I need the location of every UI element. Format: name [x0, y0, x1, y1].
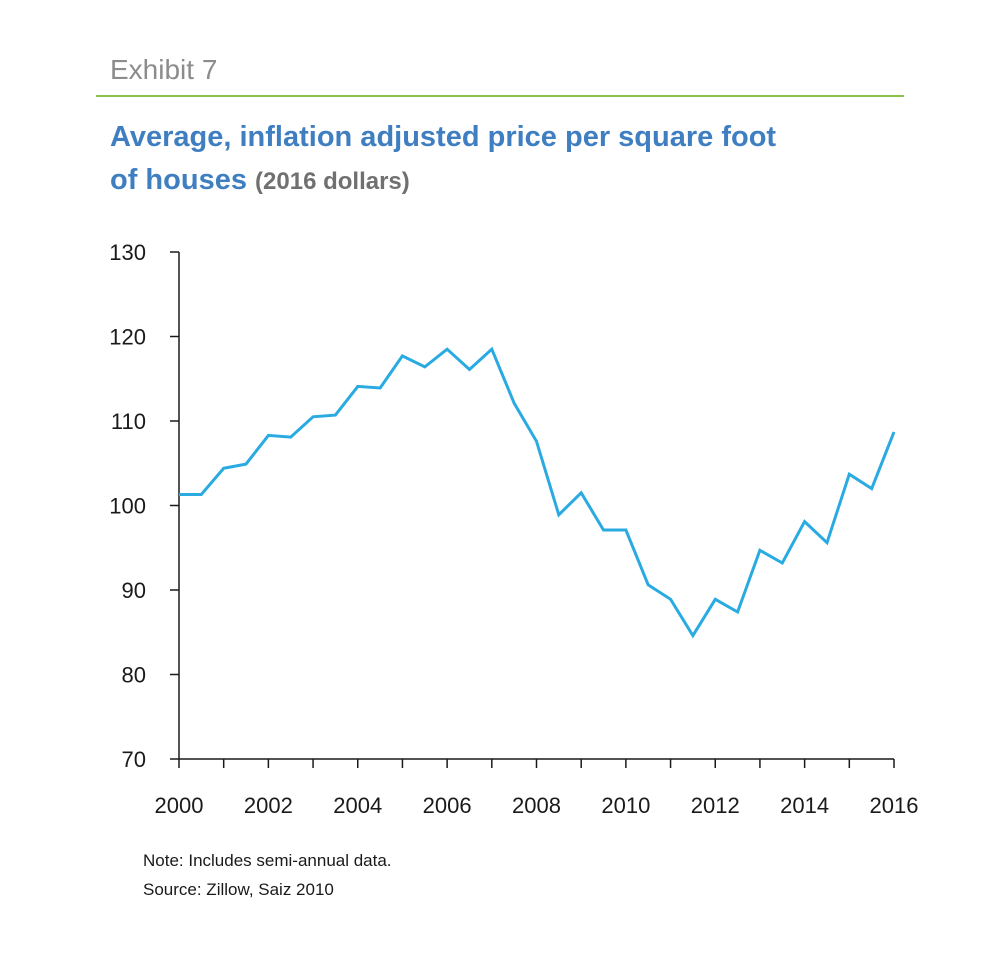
x-tick-label: 2006	[423, 793, 472, 818]
x-tick-label: 2010	[601, 793, 650, 818]
x-tick-label: 2012	[691, 793, 740, 818]
x-tick-label: 2016	[870, 793, 919, 818]
chart-title: Average, inflation adjusted price per sq…	[110, 116, 910, 203]
x-axis: 2000 2002 2004 2006 2008 2010 2012 2014 2016	[155, 758, 919, 818]
x-tick-label: 2000	[155, 793, 204, 818]
x-tick-label: 2014	[780, 793, 829, 818]
exhibit-label: Exhibit 7	[110, 54, 218, 85]
price-series-line	[179, 346, 896, 639]
x-tick-label: 2002	[244, 793, 293, 818]
x-tick-label: 2004	[333, 793, 382, 818]
title-unit: (2016 dollars)	[255, 168, 410, 195]
header-divider	[96, 95, 904, 97]
y-tick-label: 70	[122, 747, 146, 772]
y-tick-label: 110	[111, 409, 146, 434]
series-group	[179, 346, 896, 639]
title-line-1: Average, inflation adjusted price per sq…	[110, 121, 777, 153]
title-line-2: of houses	[110, 164, 247, 196]
y-tick-label: 120	[109, 325, 146, 350]
y-tick-label: 80	[122, 663, 146, 688]
y-tick-label: 130	[109, 240, 146, 265]
y-tick-label: 90	[122, 578, 146, 603]
y-axis: 70 80 90 100 110 120 130	[109, 240, 180, 772]
chart-notes: Note: Includes semi-annual data. Source:…	[143, 846, 392, 904]
source-text: Source: Zillow, Saiz 2010	[143, 880, 334, 899]
x-tick-label: 2008	[512, 793, 561, 818]
note-text: Note: Includes semi-annual data.	[143, 851, 392, 870]
y-tick-label: 100	[109, 494, 146, 519]
